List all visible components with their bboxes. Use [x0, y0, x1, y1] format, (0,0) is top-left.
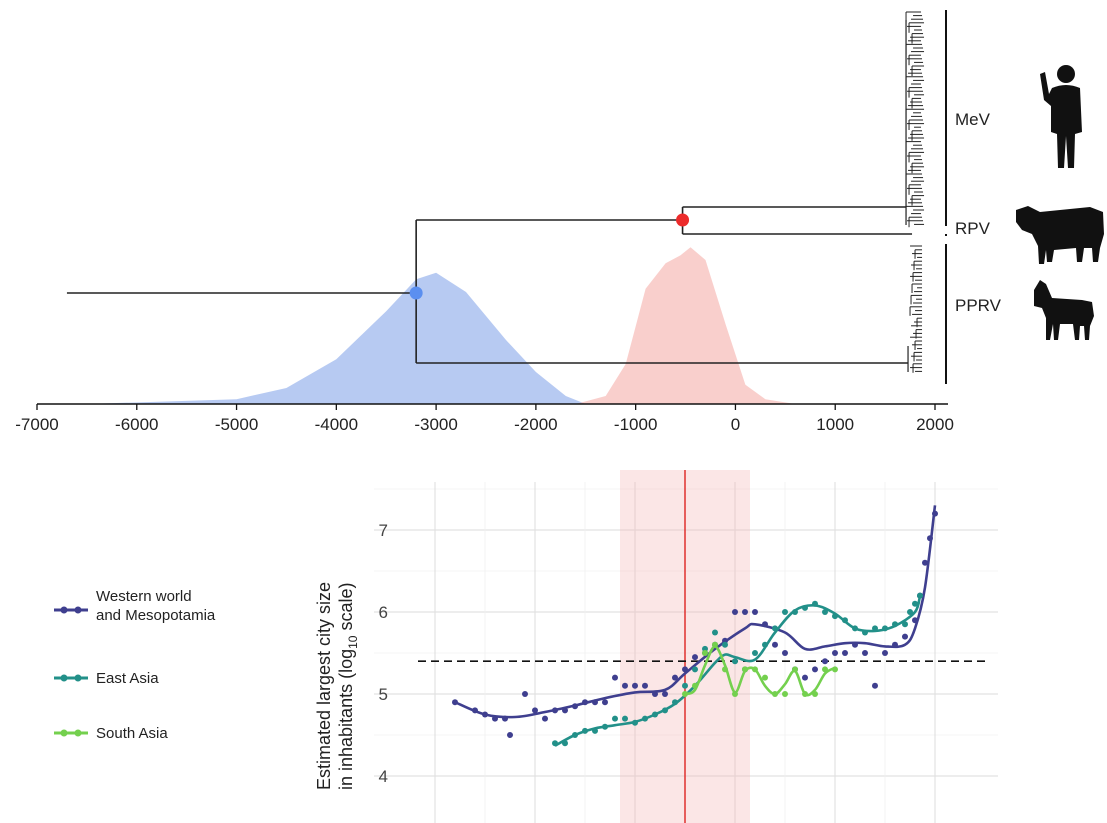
x-tick-label: -4000 — [315, 415, 358, 434]
data-point — [842, 650, 848, 656]
x-tick-label: 2000 — [916, 415, 954, 434]
clade-label: MeV — [955, 110, 991, 129]
x-tick-label: 1000 — [816, 415, 854, 434]
clade-brackets: MeV RPV PPRV — [945, 10, 1002, 384]
data-point — [822, 658, 828, 665]
data-point — [772, 641, 778, 648]
y-axis-label: Estimated largest city size in inhabitan… — [314, 582, 360, 790]
mrca-node-marker — [676, 213, 690, 227]
x-tick-label: -5000 — [215, 415, 258, 434]
data-point — [632, 682, 638, 689]
legend-label-south-asia: South Asia — [96, 725, 168, 742]
x-tick-label: -1000 — [614, 415, 657, 434]
series-line — [684, 645, 836, 697]
tree-branches — [66, 11, 925, 373]
mev-tip-fan — [905, 11, 925, 228]
y-axis-ticks: 4 5 6 7 — [379, 521, 388, 786]
data-point — [702, 650, 708, 656]
data-point — [907, 609, 913, 615]
legend-label-east-asia: East Asia — [96, 670, 159, 687]
series-east-asia — [552, 592, 923, 747]
data-point — [782, 650, 788, 656]
clade-label: PPRV — [955, 296, 1002, 315]
y-tick-label: 5 — [379, 685, 388, 704]
data-point — [802, 674, 808, 681]
y-axis-label-line2: in inhabitants (log10 scale) — [336, 583, 360, 790]
time-axis: -7000 -6000 -5000 -4000 -3000 -2000 -1000 0 1000… — [15, 403, 954, 434]
legend-item-western: Western world and Mesopotamia — [54, 588, 216, 624]
y-axis-label-line1: Estimated largest city size — [314, 582, 334, 790]
human-silhouette-icon — [1040, 65, 1082, 168]
series-layer — [452, 505, 938, 747]
data-point — [672, 674, 678, 681]
data-point — [782, 609, 788, 615]
series-line — [554, 595, 922, 747]
data-point — [522, 691, 528, 697]
data-point — [622, 682, 628, 689]
data-point — [872, 682, 878, 689]
data-point — [702, 645, 708, 652]
data-point — [782, 691, 788, 697]
data-point — [692, 666, 698, 673]
legend-label-western-line1: Western world — [96, 588, 192, 605]
data-point — [882, 650, 888, 656]
cow-silhouette-icon — [1016, 206, 1104, 264]
data-point — [507, 732, 513, 738]
data-point — [682, 682, 688, 689]
x-tick-label: -6000 — [115, 415, 158, 434]
data-point — [612, 674, 618, 681]
series-south-asia — [682, 641, 838, 697]
data-point — [742, 609, 748, 615]
city-size-panel: 4 5 6 7 Estimated largest city size in inha… — [54, 470, 998, 823]
data-point — [732, 609, 738, 615]
data-point — [542, 715, 548, 722]
phylogeny-panel: MeV RPV PPRV -7000 -6000 -5000 -4000 -3000 -200… — [15, 10, 1104, 434]
legend-item-east-asia: East Asia — [54, 670, 159, 687]
data-point — [532, 707, 538, 714]
data-point — [862, 650, 868, 656]
x-tick-label: -2000 — [514, 415, 557, 434]
data-point — [612, 715, 618, 722]
data-point — [912, 600, 918, 607]
root-age-density-area — [86, 272, 586, 404]
data-point — [712, 629, 718, 636]
data-point — [602, 699, 608, 706]
x-tick-label: 0 — [731, 415, 740, 434]
legend-item-south-asia: South Asia — [54, 725, 168, 742]
series-line — [454, 505, 937, 719]
legend-label-western-line2: and Mesopotamia — [96, 607, 216, 624]
data-point — [692, 654, 698, 661]
data-point — [662, 691, 668, 697]
y-tick-label: 7 — [379, 521, 388, 540]
data-point — [832, 650, 838, 656]
pprv-tip-fan — [907, 245, 923, 373]
data-point — [642, 682, 648, 689]
data-point — [762, 674, 768, 681]
y-tick-label: 4 — [379, 767, 388, 786]
data-point — [902, 633, 908, 640]
data-point — [722, 641, 728, 648]
x-tick-label: -7000 — [15, 415, 58, 434]
mrca-age-density-area — [575, 247, 796, 404]
legend: Western world and Mesopotamia East Asia … — [54, 588, 216, 742]
data-point — [752, 609, 758, 615]
clade-label: RPV — [955, 219, 991, 238]
data-point — [752, 650, 758, 656]
y-tick-label: 6 — [379, 603, 388, 622]
data-point — [812, 666, 818, 673]
data-point — [922, 559, 928, 566]
data-point — [622, 715, 628, 722]
series-western — [452, 505, 938, 738]
goat-silhouette-icon — [1034, 280, 1094, 340]
data-point — [732, 658, 738, 665]
x-tick-label: -3000 — [414, 415, 457, 434]
root-node-marker — [409, 286, 423, 300]
